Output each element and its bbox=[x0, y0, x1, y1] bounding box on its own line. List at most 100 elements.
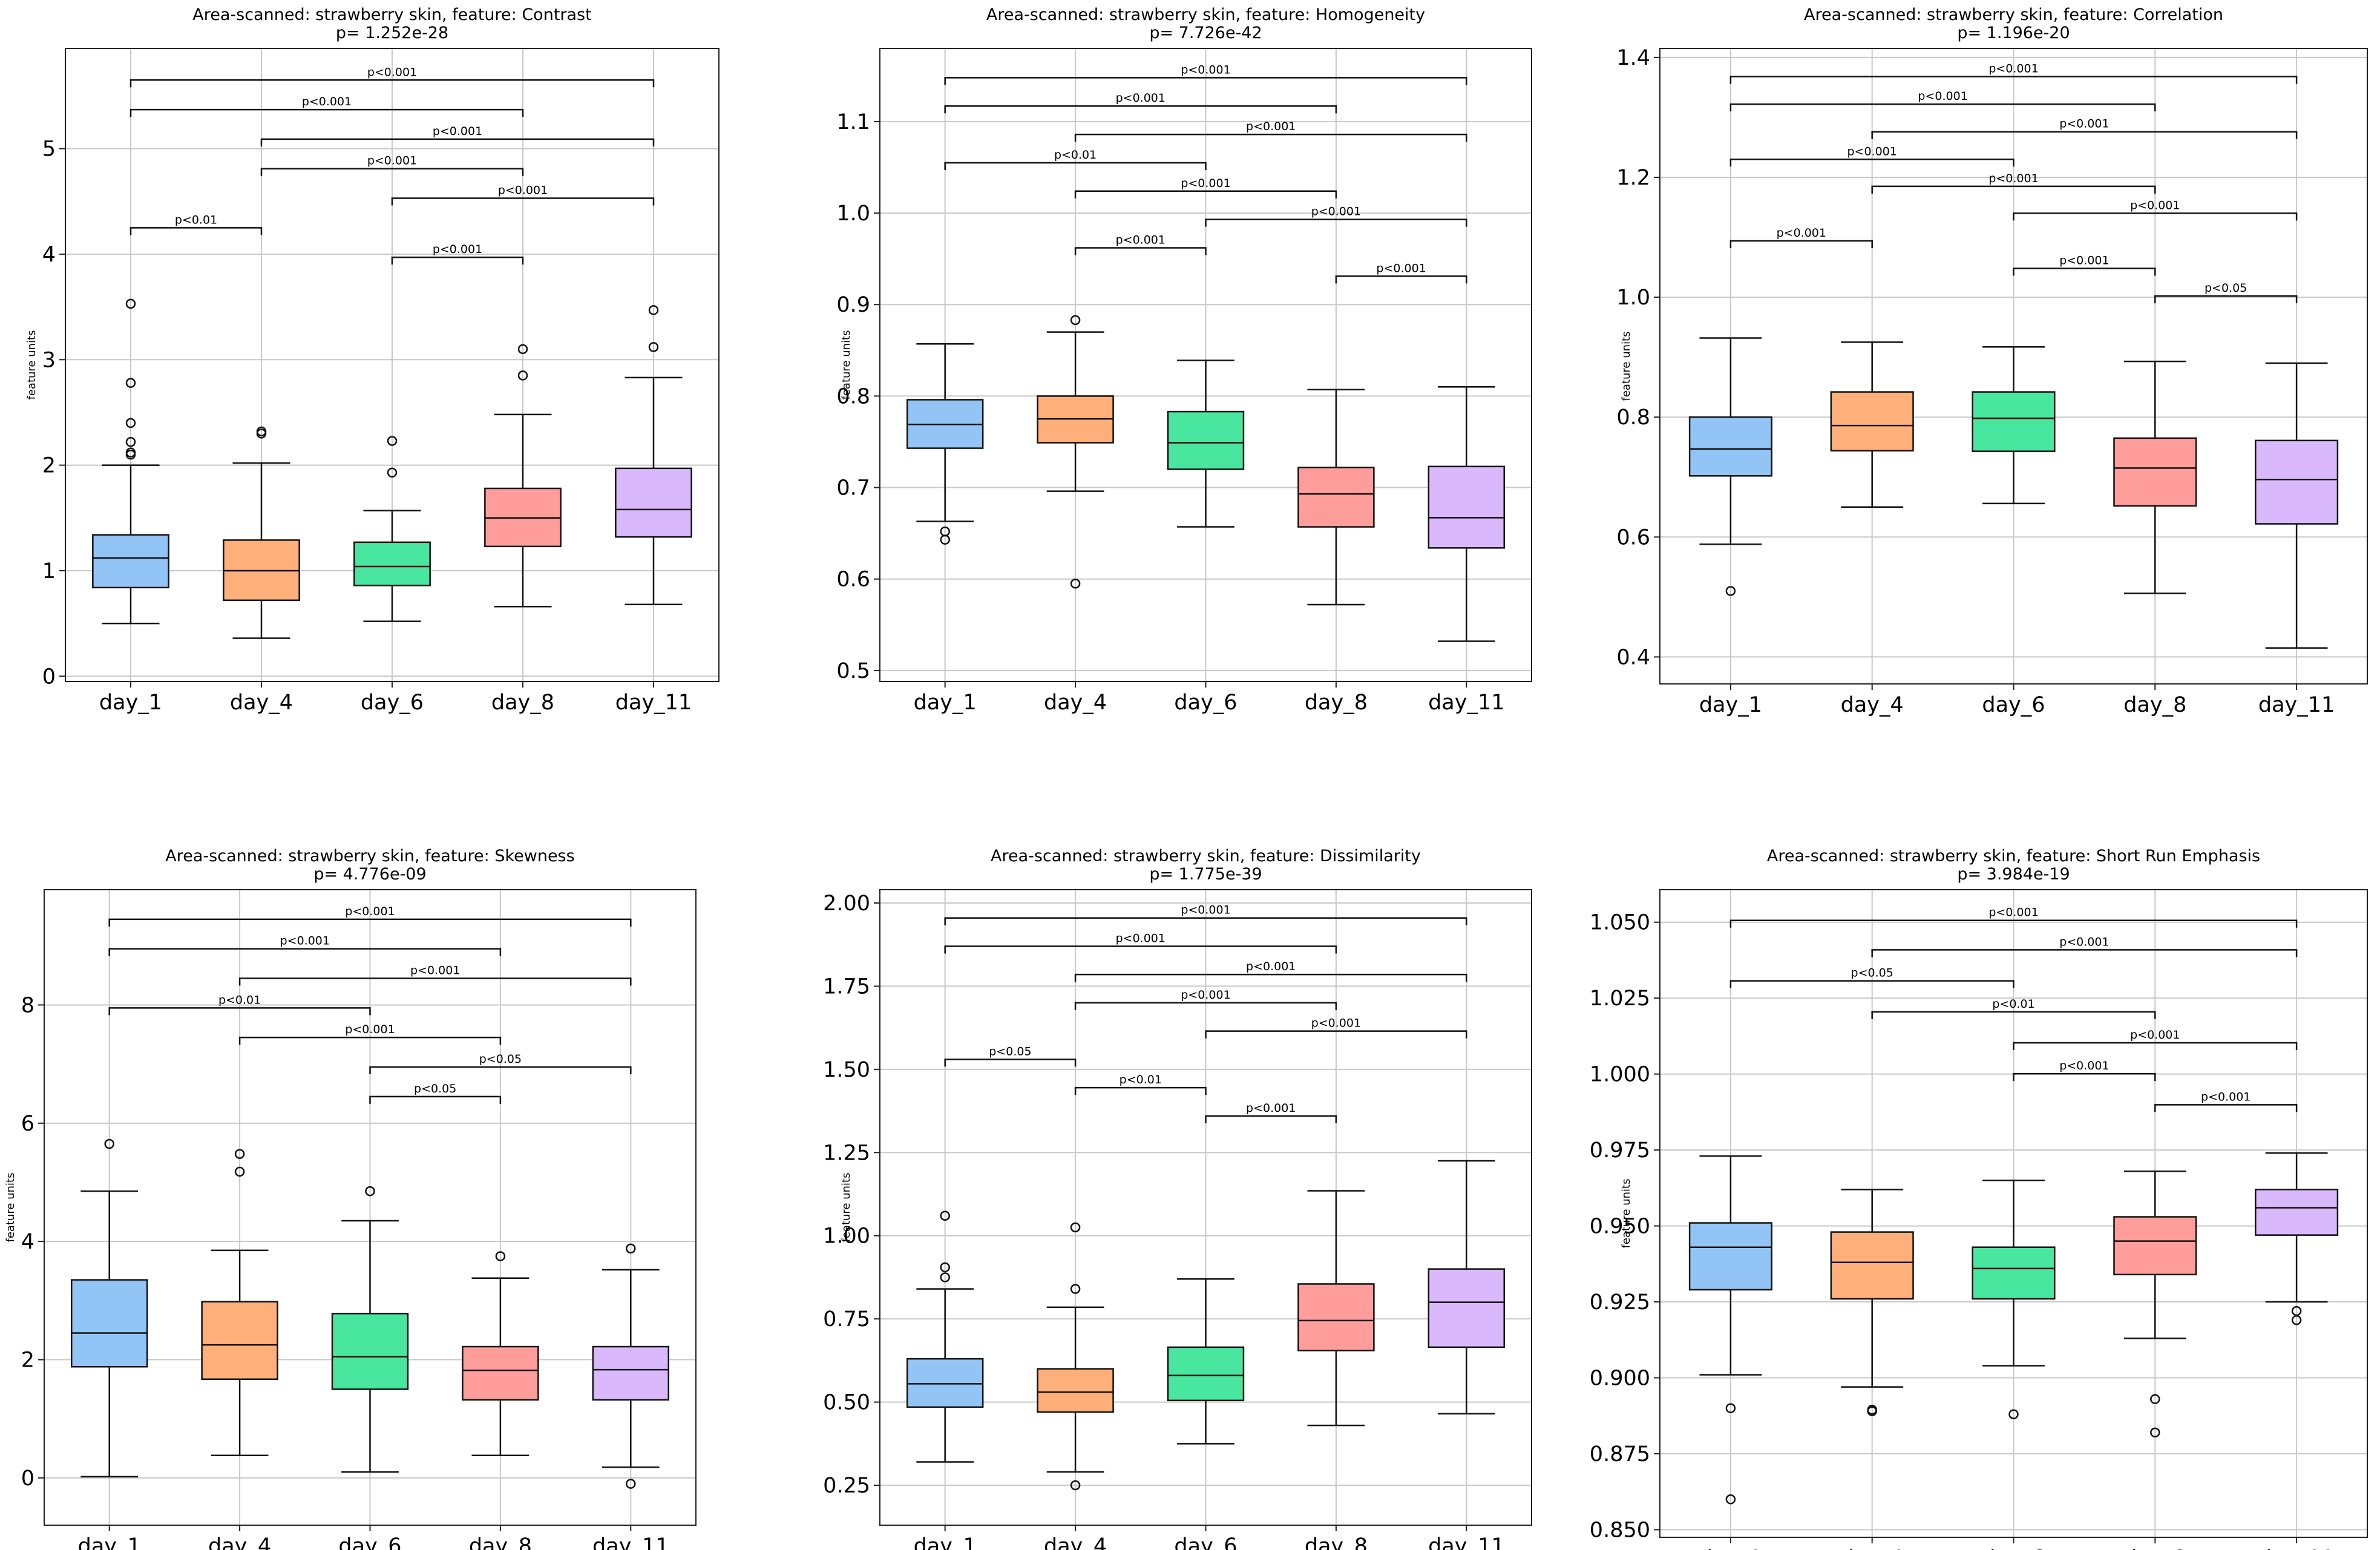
box-iqr bbox=[331, 1313, 409, 1390]
significance-bracket: p<0.001 bbox=[238, 964, 632, 986]
significance-label: p<0.001 bbox=[1181, 988, 1230, 1002]
outlier-point bbox=[125, 298, 136, 309]
outlier-point bbox=[125, 437, 136, 447]
box-day-1 bbox=[92, 298, 169, 625]
significance-bracket: p<0.001 bbox=[238, 1023, 502, 1045]
y-tick-label: 1.050 bbox=[1590, 911, 1650, 935]
significance-label: p<0.001 bbox=[1181, 177, 1230, 190]
x-tick-label-day-4: day_4 bbox=[1841, 693, 1904, 717]
box-iqr bbox=[2113, 1216, 2197, 1276]
box-day-4 bbox=[1037, 315, 1114, 589]
box-iqr bbox=[201, 1301, 278, 1380]
box-day-8 bbox=[2113, 360, 2197, 594]
y-tick-label: 1.1 bbox=[836, 110, 870, 134]
box-day-6 bbox=[331, 1186, 409, 1473]
y-axis-label: feature units bbox=[1620, 332, 1633, 401]
significance-bracket: p<0.001 bbox=[260, 154, 524, 176]
y-tick-label: 0.5 bbox=[836, 659, 870, 683]
significance-label: p<0.001 bbox=[2059, 1059, 2109, 1072]
bracket-line bbox=[1074, 1086, 1207, 1095]
box-day-1 bbox=[906, 343, 984, 545]
box-iqr bbox=[1830, 1231, 1914, 1300]
box-day-4 bbox=[1830, 1189, 1914, 1416]
chart-title: Area-scanned: strawberry skin, feature: … bbox=[165, 847, 574, 865]
y-tick-label: 4 bbox=[21, 1230, 34, 1254]
y-tick-label: 8 bbox=[21, 993, 34, 1017]
significance-label: p<0.001 bbox=[410, 964, 460, 977]
y-tick-label: 2 bbox=[42, 454, 56, 478]
chart-title: Area-scanned: strawberry skin, feature: … bbox=[1804, 5, 2223, 24]
box-day-1 bbox=[1688, 1155, 1772, 1505]
significance-bracket: p<0.01 bbox=[944, 148, 1207, 170]
bracket-line bbox=[108, 918, 632, 927]
significance-label: p<0.001 bbox=[498, 184, 548, 197]
significance-bracket: p<0.01 bbox=[129, 213, 263, 235]
outlier-point bbox=[2150, 1427, 2160, 1438]
significance-label: p<0.001 bbox=[1376, 261, 1426, 275]
outlier-point bbox=[1070, 1284, 1081, 1294]
x-tick-label-day-11: day_11 bbox=[2258, 1546, 2335, 1550]
bracket-line bbox=[260, 168, 524, 176]
significance-bracket: p<0.001 bbox=[391, 243, 524, 265]
bracket-line bbox=[238, 977, 632, 986]
outlier-point bbox=[2291, 1305, 2302, 1316]
significance-bracket: p<0.001 bbox=[1074, 988, 1337, 1010]
chart-subtitle: p= 7.726e-42 bbox=[1149, 24, 1262, 42]
bracket-line bbox=[1074, 247, 1207, 255]
significance-bracket: p<0.001 bbox=[1729, 62, 2298, 84]
bracket-line bbox=[369, 1066, 632, 1075]
y-tick-label: 0.900 bbox=[1590, 1367, 1650, 1391]
box-day-8 bbox=[462, 1251, 539, 1456]
bracket-line bbox=[369, 1095, 502, 1104]
significance-bracket: p<0.001 bbox=[1729, 90, 2156, 112]
x-tick-label-day-1: day_1 bbox=[914, 1534, 977, 1550]
significance-bracket: p<0.01 bbox=[1074, 1073, 1207, 1095]
significance-bracket: p<0.001 bbox=[1729, 906, 2298, 928]
outlier-point bbox=[234, 1166, 245, 1177]
x-tick-label-day-4: day_4 bbox=[1044, 1534, 1107, 1550]
chart-panel-6: Area-scanned: strawberry skin, feature: … bbox=[1590, 847, 2368, 1550]
significance-label: p<0.001 bbox=[1311, 1017, 1361, 1030]
chart-panel-4: Area-scanned: strawberry skin, feature: … bbox=[4, 847, 697, 1550]
significance-label: p<0.001 bbox=[1777, 226, 1826, 240]
y-tick-label: 0.925 bbox=[1590, 1290, 1650, 1315]
significance-bracket: p<0.001 bbox=[260, 125, 655, 146]
outlier-point bbox=[365, 1186, 375, 1197]
box-day-4 bbox=[223, 426, 300, 639]
box-day-6 bbox=[1972, 1180, 2056, 1419]
box-day-8 bbox=[484, 344, 562, 608]
x-tick-label-day-6: day_6 bbox=[1982, 1546, 2045, 1550]
significance-label: p<0.05 bbox=[2205, 281, 2247, 295]
x-tick-label-day-8: day_8 bbox=[1305, 691, 1368, 715]
significance-label: p<0.001 bbox=[1246, 120, 1296, 133]
box-day-6 bbox=[1167, 360, 1245, 528]
significance-label: p<0.05 bbox=[989, 1045, 1031, 1058]
bracket-line bbox=[2013, 268, 2156, 276]
x-tick-label-day-1: day_1 bbox=[99, 691, 162, 715]
bracket-line bbox=[1205, 1115, 1337, 1123]
bracket-line bbox=[1074, 973, 1467, 982]
bracket-line bbox=[944, 945, 1337, 954]
y-axis-label: feature units bbox=[840, 1173, 853, 1243]
x-tick-label-day-8: day_8 bbox=[1305, 1534, 1368, 1550]
outlier-point bbox=[387, 467, 398, 478]
x-tick-label-day-8: day_8 bbox=[491, 691, 554, 715]
box-iqr bbox=[1297, 1283, 1375, 1351]
chart-subtitle: p= 1.196e-20 bbox=[1957, 24, 2070, 42]
box-iqr bbox=[2113, 437, 2197, 507]
x-tick-label-day-6: day_6 bbox=[338, 1534, 401, 1550]
significance-bracket: p<0.001 bbox=[944, 63, 1467, 85]
outlier-point bbox=[495, 1251, 506, 1261]
significance-bracket: p<0.001 bbox=[129, 95, 524, 117]
box-day-1 bbox=[70, 1138, 148, 1478]
significance-label: p<0.001 bbox=[2130, 1028, 2180, 1042]
significance-bracket: p<0.05 bbox=[1729, 967, 2014, 988]
significance-bracket: p<0.001 bbox=[1335, 261, 1467, 284]
x-tick-label-day-11: day_11 bbox=[1428, 691, 1504, 715]
x-tick-label-day-1: day_1 bbox=[1699, 1546, 1762, 1550]
bracket-line bbox=[1871, 1011, 2156, 1019]
significance-label: p<0.001 bbox=[367, 65, 417, 79]
box-iqr bbox=[906, 1358, 984, 1408]
y-tick-label: 0.6 bbox=[836, 568, 870, 592]
y-tick-label: 1 bbox=[42, 559, 56, 583]
